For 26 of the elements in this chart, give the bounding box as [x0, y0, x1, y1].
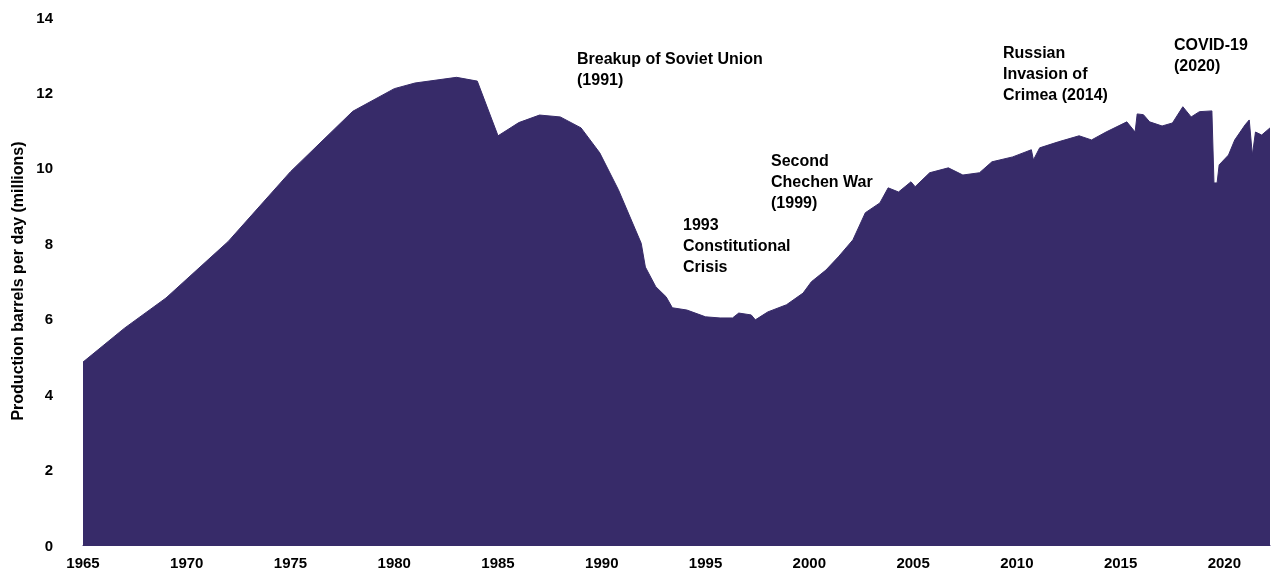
x-tick-label: 1975 [273, 554, 308, 571]
annotation: Russian Invasion of Crimea (2014) [1003, 44, 1108, 103]
x-tick-label: 2020 [1207, 554, 1242, 571]
annotation: Breakup of Soviet Union (1991) [577, 50, 763, 88]
annotation: 1993 Constitutional Crisis [683, 216, 791, 275]
x-tick-label: 1990 [585, 554, 619, 571]
x-tick-label: 1980 [377, 554, 411, 571]
x-tick-label: 1995 [688, 554, 723, 571]
y-tick-label: 0 [44, 536, 53, 554]
y-tick-label: 2 [44, 461, 53, 479]
x-tick-label: 1970 [170, 554, 204, 571]
y-tick-label: 8 [44, 234, 53, 252]
x-tick-label: 1985 [481, 554, 515, 571]
y-tick-label: 4 [44, 385, 54, 403]
annotation: COVID-19 (2020) [1174, 36, 1248, 74]
y-tick-label: 12 [36, 83, 53, 101]
y-tick-label: 10 [36, 159, 53, 177]
x-tick-label: 2005 [896, 554, 930, 571]
x-tick-label: 1965 [66, 554, 100, 571]
x-tick-label: 2015 [1103, 554, 1138, 571]
y-axis-title: Production barrels per day (millions) [8, 141, 26, 421]
y-tick-label: 6 [44, 310, 53, 328]
y-tick-label: 14 [36, 8, 54, 26]
x-tick-label: 2000 [792, 554, 826, 571]
annotation: Second Chechen War (1999) [771, 152, 873, 211]
x-tick-label: 2010 [1000, 554, 1034, 571]
